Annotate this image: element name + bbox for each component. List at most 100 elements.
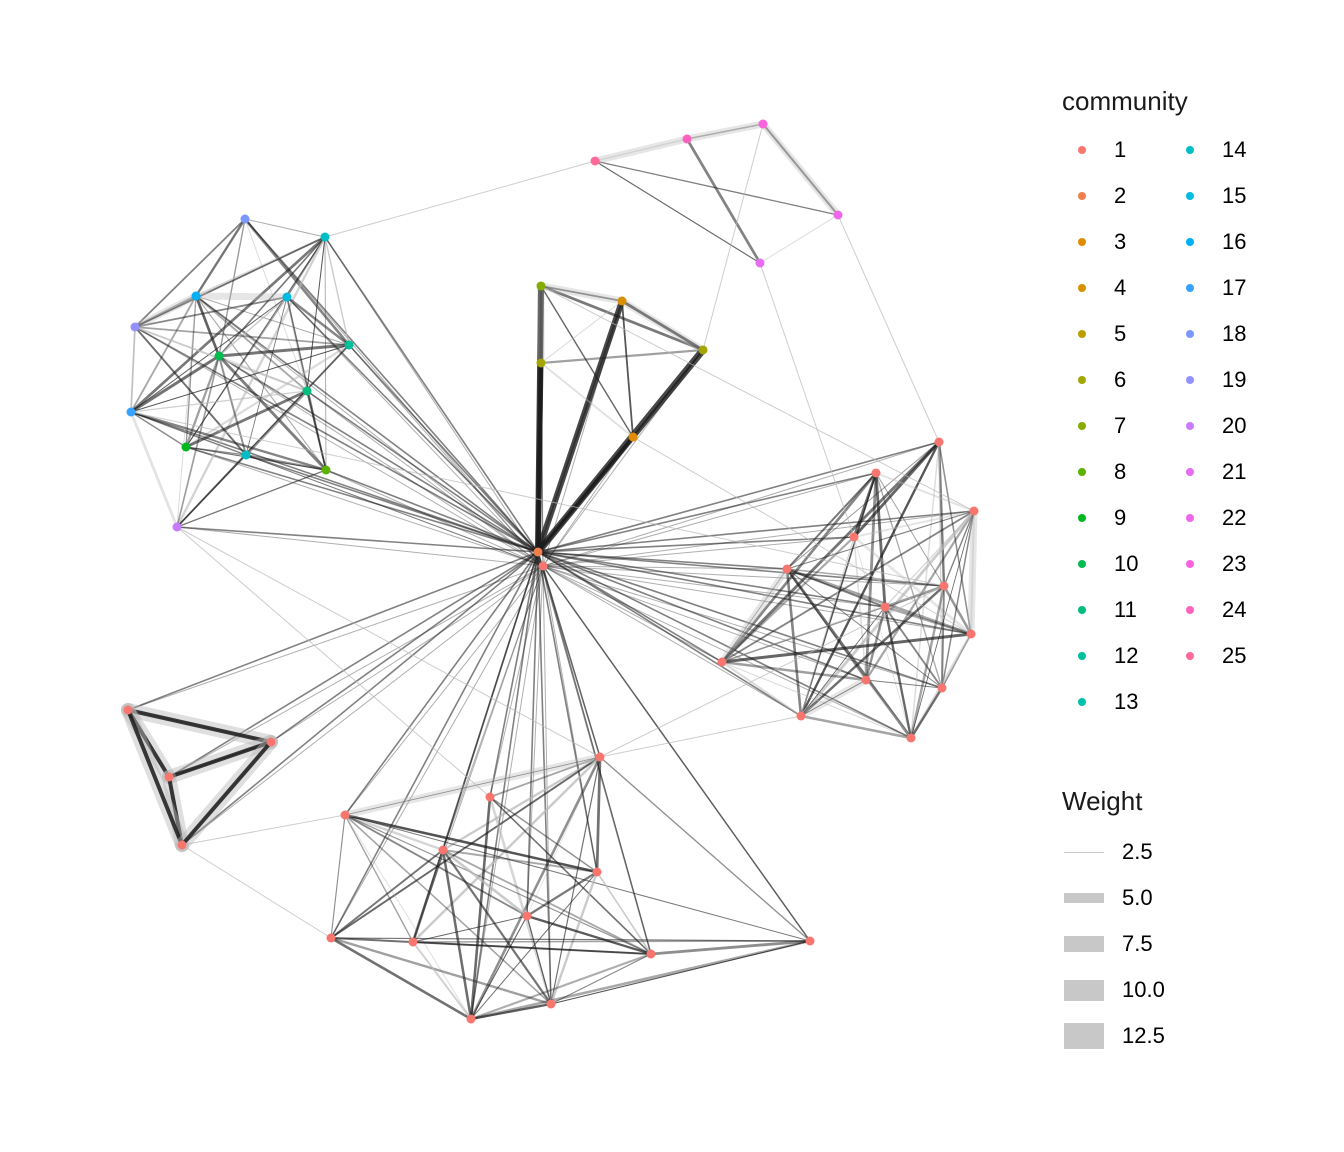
edge (348, 344, 544, 567)
edge (537, 551, 972, 635)
community-legend-item: 2 (1062, 176, 1126, 216)
edge (168, 565, 544, 778)
graph-node (698, 345, 708, 355)
edge (883, 605, 973, 636)
community-legend-key (1078, 330, 1086, 338)
edge (344, 814, 552, 1005)
graph-node (522, 911, 532, 921)
graph-node (408, 937, 418, 947)
edge (535, 360, 544, 555)
edge (286, 296, 539, 553)
community-legend-item: 4 (1062, 268, 1126, 308)
edge (786, 568, 886, 608)
edge (218, 236, 326, 357)
edge (218, 355, 308, 392)
community-legend-label: 2 (1114, 183, 1127, 208)
edge (865, 679, 912, 739)
edge (218, 355, 544, 567)
edge (537, 551, 652, 955)
edge (909, 686, 944, 740)
edge (799, 584, 946, 718)
weight-legend-label: 10.0 (1122, 977, 1165, 1002)
edge (874, 471, 976, 513)
edge (181, 551, 539, 846)
weight-legend-label: 2.5 (1122, 839, 1153, 864)
graph-node (536, 358, 546, 368)
graph-node (191, 291, 201, 301)
node-layer (123, 119, 979, 1024)
edge (344, 814, 414, 943)
edge (759, 262, 855, 538)
edge (550, 953, 652, 1005)
edge (649, 939, 812, 956)
edge (489, 551, 539, 798)
edge (594, 138, 688, 162)
weight-legend-item: 2.5 (1064, 832, 1153, 872)
community-legend-label: 15 (1222, 183, 1247, 208)
community-legend-label: 20 (1222, 413, 1247, 438)
edge (245, 454, 539, 553)
community-legend-title: community (1062, 86, 1188, 116)
graph-node (177, 840, 187, 850)
community-legend-key (1078, 514, 1086, 522)
graph-node (628, 432, 638, 442)
community-legend-label: 23 (1222, 551, 1247, 576)
edge (599, 585, 945, 758)
graph-node (617, 296, 627, 306)
edge (721, 568, 788, 663)
edge (130, 411, 187, 448)
community-legend-key (1186, 468, 1194, 476)
community-legend-label: 14 (1222, 137, 1247, 162)
community-legend-item: 22 (1170, 498, 1246, 538)
edge (536, 435, 635, 554)
community-legend-key (1186, 376, 1194, 384)
weight-legend-item: 7.5 (1064, 924, 1153, 964)
edge (126, 708, 171, 779)
edge (126, 708, 273, 744)
community-legend-item: 1 (1062, 130, 1126, 170)
weight-legend-key (1064, 851, 1104, 853)
graph-node (344, 340, 354, 350)
edge (910, 441, 940, 739)
community-legend-items: 1 2 3 4 5 6 7 8 9 10 11 12 13 14 15 16 17 18 19 20 21 22 23 24 2… (1062, 130, 1292, 730)
community-legend-key (1186, 238, 1194, 246)
community-legend-key (1186, 514, 1194, 522)
edge (306, 390, 539, 553)
edge (540, 285, 975, 512)
edge (127, 551, 539, 711)
edge (526, 756, 601, 917)
edge (542, 472, 877, 567)
graph-node (592, 867, 602, 877)
edge (441, 848, 553, 1006)
graph-node (871, 468, 881, 478)
community-legend-item: 6 (1062, 360, 1126, 400)
graph-node (533, 547, 543, 557)
edge (167, 740, 273, 779)
edge (217, 354, 328, 472)
edge (799, 714, 913, 740)
edge (853, 536, 867, 681)
community-legend-item: 7 (1062, 406, 1126, 446)
graph-node (485, 792, 495, 802)
edge (130, 295, 197, 413)
edge (542, 565, 943, 689)
graph-node (326, 933, 336, 943)
edge (943, 510, 975, 587)
edge (938, 441, 943, 689)
edge (133, 294, 198, 329)
edge (244, 389, 309, 457)
edge (134, 296, 288, 328)
edge (344, 814, 472, 1020)
graph-node (969, 506, 979, 516)
community-legend-item: 24 (1170, 590, 1246, 630)
graph-node (966, 629, 976, 639)
edge (330, 849, 444, 939)
community-legend-label: 19 (1222, 367, 1247, 392)
edge (720, 660, 803, 718)
edge (540, 362, 634, 438)
edge (799, 440, 941, 718)
community-legend-key (1078, 284, 1086, 292)
edge (800, 679, 867, 717)
community-legend-item: 21 (1170, 452, 1246, 492)
edge (181, 814, 346, 846)
